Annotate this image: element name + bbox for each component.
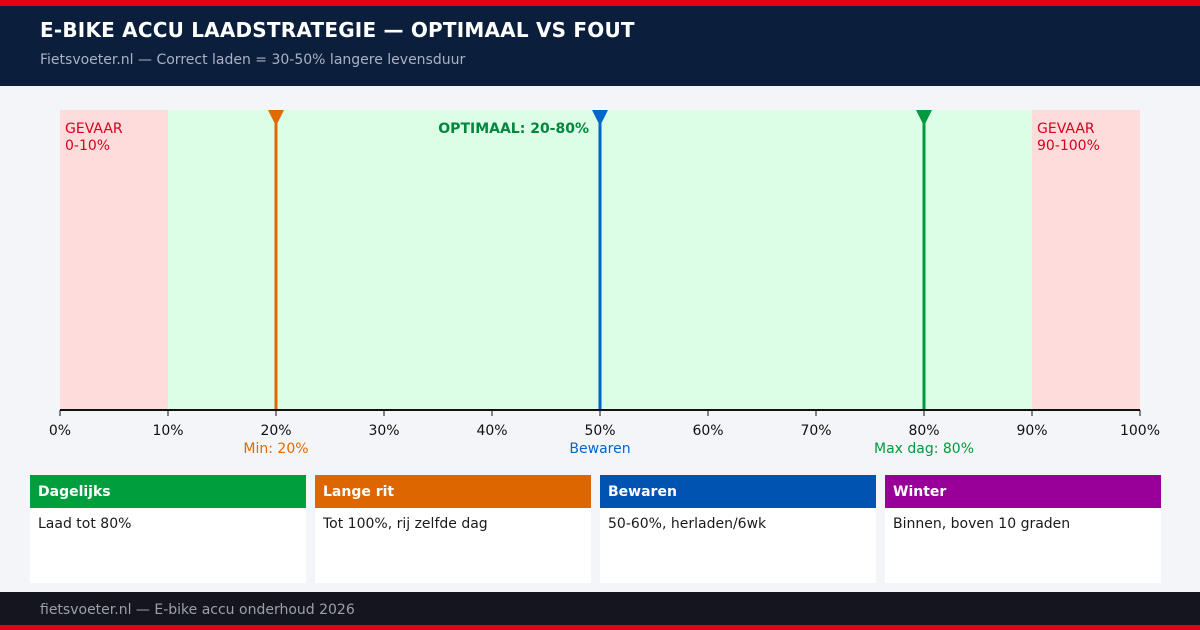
x-tick-label-100: 100%: [1120, 423, 1160, 439]
marker-triangle-20: [268, 110, 284, 126]
marker-label-50: Bewaren: [569, 441, 630, 457]
x-tick-label-30: 30%: [368, 423, 399, 439]
card-winter: Winter Binnen, boven 10 graden: [885, 475, 1161, 583]
card-text: Tot 100%, rij zelfde dag: [323, 516, 488, 532]
marker-triangle-80: [916, 110, 932, 126]
zone-label-danger-low: GEVAAR: [65, 121, 123, 137]
zone-range-danger-low: 0-10%: [65, 138, 110, 154]
x-tick-label-70: 70%: [800, 423, 831, 439]
card-title: Lange rit: [315, 475, 591, 508]
card-bewaren: Bewaren 50-60%, herladen/6wk: [600, 475, 876, 583]
zone-danger-high: [1032, 110, 1140, 410]
optimal-zone-label: OPTIMAAL: 20-80%: [438, 121, 589, 137]
page-subtitle: Fietsvoeter.nl — Correct laden = 30-50% …: [40, 52, 466, 68]
marker-label-80: Max dag: 80%: [874, 441, 974, 457]
x-tick-label-40: 40%: [476, 423, 507, 439]
card-lange-rit: Lange rit Tot 100%, rij zelfde dag: [315, 475, 591, 583]
top-accent-bar: [0, 0, 1200, 6]
x-tick-label-80: 80%: [908, 423, 939, 439]
x-tick-label-20: 20%: [260, 423, 291, 439]
page-title: E-BIKE ACCU LAADSTRATEGIE — OPTIMAAL VS …: [40, 18, 635, 42]
x-tick-label-50: 50%: [584, 423, 615, 439]
marker-triangle-50: [592, 110, 608, 126]
zone-danger-low: [60, 110, 168, 410]
header: E-BIKE ACCU LAADSTRATEGIE — OPTIMAAL VS …: [0, 6, 1200, 86]
card-title: Bewaren: [600, 475, 876, 508]
card-text: Binnen, boven 10 graden: [893, 516, 1071, 532]
x-tick-label-10: 10%: [152, 423, 183, 439]
card-dagelijks: Dagelijks Laad tot 80%: [30, 475, 306, 583]
x-tick-label-60: 60%: [692, 423, 723, 439]
bottom-accent-bar: [0, 625, 1200, 630]
card-text: Laad tot 80%: [38, 516, 132, 532]
footer-text: fietsvoeter.nl — E-bike accu onderhoud 2…: [40, 602, 355, 618]
card-title: Dagelijks: [30, 475, 306, 508]
marker-label-20: Min: 20%: [243, 441, 308, 457]
x-tick-label-90: 90%: [1016, 423, 1047, 439]
zone-label-danger-high: GEVAAR: [1037, 121, 1095, 137]
card-text: 50-60%, herladen/6wk: [608, 516, 767, 532]
zone-range-danger-high: 90-100%: [1037, 138, 1100, 154]
x-tick-label-0: 0%: [49, 423, 71, 439]
card-title: Winter: [885, 475, 1161, 508]
footer: fietsvoeter.nl — E-bike accu onderhoud 2…: [0, 592, 1200, 625]
